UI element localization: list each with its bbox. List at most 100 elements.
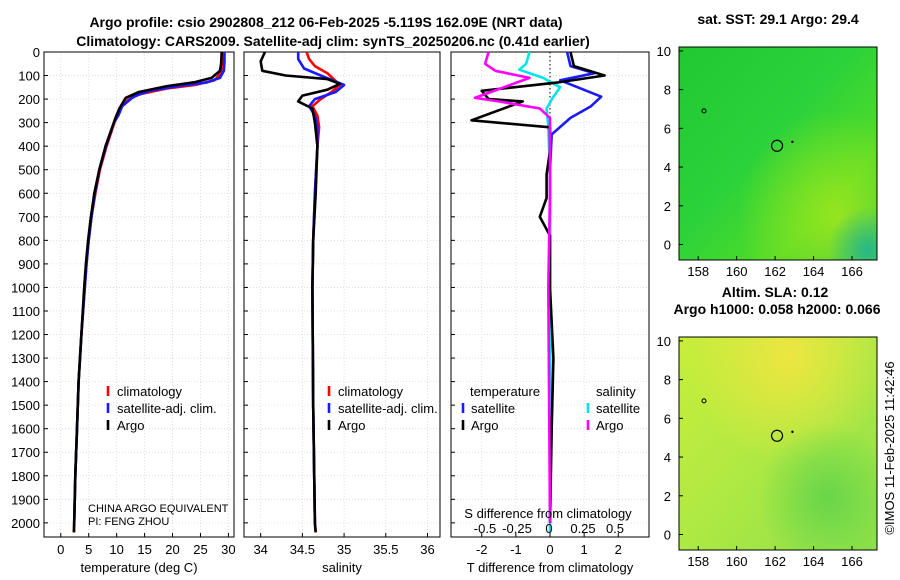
y-tick-label: 0 bbox=[33, 45, 40, 60]
x-tick-label: -2 bbox=[476, 542, 488, 557]
series-line-argo bbox=[259, 51, 342, 533]
y-tick-label: 1200 bbox=[11, 328, 40, 343]
map-y-tick-label: 6 bbox=[664, 411, 671, 426]
profile-location-marker bbox=[770, 139, 784, 152]
map-x-tick-label: 158 bbox=[687, 554, 709, 569]
sla-map-frame bbox=[678, 336, 878, 551]
legend-label: Argo bbox=[338, 418, 365, 433]
x-tick-label: 25 bbox=[193, 542, 207, 557]
series-line-s-argo bbox=[473, 51, 552, 523]
y-tick-label: 900 bbox=[18, 257, 40, 272]
copyright-text: ©IMOS 11-Feb-2025 11:42:46 bbox=[882, 361, 897, 534]
legend-label: satellite-adj. clim. bbox=[117, 401, 217, 416]
plot-frame bbox=[43, 51, 235, 538]
legend-label: climatology bbox=[338, 384, 404, 399]
map-x-tick-label: 160 bbox=[726, 264, 748, 279]
series-line-t-satellite bbox=[548, 51, 603, 523]
profile-location-marker bbox=[770, 429, 784, 442]
map-x-tick-label: 164 bbox=[803, 264, 825, 279]
s-tick-label: -0.5 bbox=[474, 521, 496, 536]
x-tick-label: 34 bbox=[253, 542, 267, 557]
figure-title-line2: Climatology: CARS2009. Satellite-adj cli… bbox=[76, 33, 590, 49]
y-tick-label: 1500 bbox=[11, 398, 40, 413]
island-dot bbox=[791, 430, 794, 434]
annotation-line1: CHINA ARGO EQUIVALENT bbox=[88, 503, 229, 515]
s-tick-label: 0.25 bbox=[570, 521, 595, 536]
sst-map: sat. SST: 29.1 Argo: 29.4 158 160 162 164 16… bbox=[657, 11, 878, 279]
map-x-tick-label: 162 bbox=[764, 264, 786, 279]
x-tick-label: 5 bbox=[85, 542, 92, 557]
x-axis-label: T difference from climatology bbox=[467, 560, 634, 575]
y-tick-label: 1000 bbox=[11, 280, 40, 295]
legend-label: satellite-adj. clim. bbox=[338, 401, 438, 416]
map-x-tick-label: 166 bbox=[841, 554, 863, 569]
temperature-panel: 0 5 10 15 20 25 300100200300400500600700800900… bbox=[11, 45, 236, 575]
x-tick-label: 0 bbox=[546, 542, 553, 557]
x-tick-label: 15 bbox=[137, 542, 151, 557]
legend-label: Argo bbox=[117, 418, 144, 433]
map-y-tick-label: 8 bbox=[664, 373, 671, 388]
s-tick-label: 0.5 bbox=[606, 521, 624, 536]
y-tick-label: 300 bbox=[18, 116, 40, 131]
y-tick-label: 1800 bbox=[11, 469, 40, 484]
x-tick-label: 20 bbox=[165, 542, 179, 557]
y-tick-label: 500 bbox=[18, 163, 40, 178]
y-tick-label: 1400 bbox=[11, 375, 40, 390]
salinity-panel: 34 34.5 35 35.5 36 salinity climatology satelli… bbox=[243, 51, 441, 575]
legend-title-salinity: salinity bbox=[596, 384, 636, 399]
sla-map-cool-patch bbox=[679, 337, 877, 550]
x-tick-label: 30 bbox=[221, 542, 235, 557]
series-line-argo bbox=[72, 51, 223, 533]
map-y-tick-label: 10 bbox=[657, 44, 671, 59]
island-marker bbox=[701, 398, 707, 404]
map-x-tick-label: 166 bbox=[841, 264, 863, 279]
x-tick-label: 1 bbox=[581, 542, 588, 557]
y-tick-label: 200 bbox=[18, 92, 40, 107]
map-y-tick-label: 0 bbox=[664, 238, 671, 253]
legend-label: satellite bbox=[596, 401, 640, 416]
difference-panel: -2 -1 0 1 2 T difference from climatology temp… bbox=[450, 51, 650, 575]
y-tick-label: 400 bbox=[18, 139, 40, 154]
series-line-climatology bbox=[72, 51, 225, 533]
map-x-tick-label: 158 bbox=[687, 264, 709, 279]
plot-frame bbox=[243, 51, 441, 538]
x-tick-label: 34.5 bbox=[290, 542, 315, 557]
sla-map-title2: Argo h1000: 0.058 h2000: 0.066 bbox=[673, 301, 880, 317]
sst-map-frame bbox=[678, 46, 878, 261]
x-tick-label: 2 bbox=[615, 542, 622, 557]
map-y-tick-label: 8 bbox=[664, 83, 671, 98]
y-tick-label: 1600 bbox=[11, 422, 40, 437]
x-tick-label: -1 bbox=[510, 542, 522, 557]
map-x-tick-label: 160 bbox=[726, 554, 748, 569]
figure-title-line1: Argo profile: csio 2902808_212 06-Feb-20… bbox=[89, 14, 562, 30]
y-tick-label: 600 bbox=[18, 186, 40, 201]
island-dot bbox=[791, 140, 794, 144]
x-tick-label: 35.5 bbox=[373, 542, 398, 557]
x-axis-label: salinity bbox=[322, 560, 362, 575]
x-tick-label: 35 bbox=[337, 542, 351, 557]
x-axis-label: temperature (deg C) bbox=[80, 560, 197, 575]
legend-title-temperature: temperature bbox=[470, 384, 540, 399]
map-y-tick-label: 10 bbox=[657, 334, 671, 349]
s-tick-label: -0.25 bbox=[502, 521, 532, 536]
sst-map-cool-patch bbox=[679, 47, 877, 260]
s-tick-label: 0 bbox=[545, 521, 552, 536]
x-tick-label: 0 bbox=[57, 542, 64, 557]
legend-label: Argo bbox=[471, 418, 498, 433]
y-tick-label: 100 bbox=[18, 69, 40, 84]
y-tick-label: 1300 bbox=[11, 351, 40, 366]
x-tick-label: 36 bbox=[420, 542, 434, 557]
x-tick-label: 10 bbox=[109, 542, 123, 557]
top-x-axis-label: S difference from climatology bbox=[464, 506, 632, 521]
map-y-tick-label: 2 bbox=[664, 199, 671, 214]
map-y-tick-label: 4 bbox=[664, 450, 671, 465]
y-tick-label: 1900 bbox=[11, 492, 40, 507]
map-y-tick-label: 4 bbox=[664, 160, 671, 175]
y-tick-label: 1100 bbox=[12, 304, 40, 319]
map-y-tick-label: 0 bbox=[664, 528, 671, 543]
map-x-tick-label: 162 bbox=[764, 554, 786, 569]
y-tick-label: 2000 bbox=[11, 516, 40, 531]
map-x-tick-label: 164 bbox=[803, 554, 825, 569]
sst-map-title: sat. SST: 29.1 Argo: 29.4 bbox=[697, 11, 859, 27]
